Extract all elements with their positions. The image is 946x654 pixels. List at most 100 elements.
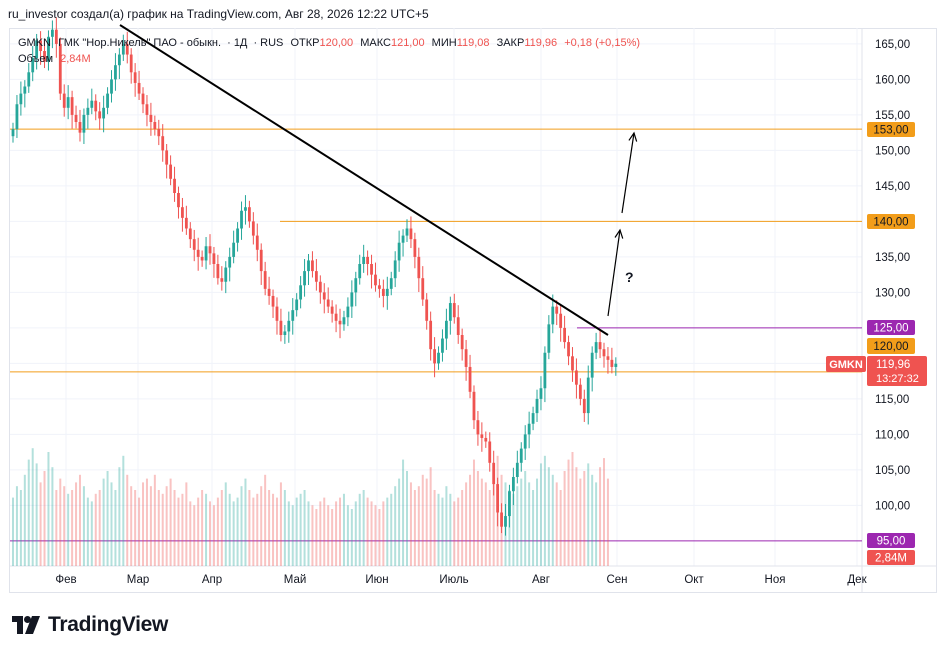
- candle-body: [106, 93, 109, 108]
- volume-bar: [75, 482, 78, 566]
- volume-bar: [145, 478, 148, 566]
- volume-bar: [295, 497, 298, 566]
- volume-bar: [193, 505, 196, 566]
- volume-bar: [240, 486, 243, 566]
- candle-body: [169, 164, 172, 179]
- horizontal-levels: [10, 128, 862, 542]
- candle-body: [606, 356, 610, 360]
- volume-bar: [47, 452, 50, 566]
- volume-bar: [201, 490, 204, 566]
- x-tick-label: Дек: [847, 574, 867, 586]
- candle-body: [114, 65, 117, 80]
- candle-body: [208, 246, 212, 254]
- volume-bar: [441, 497, 444, 566]
- volume-bar: [86, 497, 89, 566]
- x-tick-label: Сен: [606, 574, 627, 586]
- volume-bar: [520, 478, 523, 566]
- volume-bar: [342, 493, 345, 566]
- x-axis: Фев Мар Апр Май Июн Июль Авг Сен Окт Ноя Дек: [55, 574, 867, 586]
- candle-body: [70, 97, 74, 115]
- badge-153-text: 153,00: [873, 125, 908, 137]
- volume-bar: [209, 501, 211, 566]
- candle-body: [173, 178, 176, 193]
- badge-140-text: 140,00: [873, 217, 908, 229]
- volume-bar: [220, 490, 223, 566]
- candle-body: [429, 320, 433, 350]
- volume-bar: [532, 490, 535, 566]
- volume-bar: [547, 467, 550, 566]
- candle-body: [563, 327, 566, 343]
- volume-bar: [563, 471, 566, 566]
- volume-bar: [228, 493, 231, 566]
- candle-body: [236, 228, 239, 243]
- candle-body: [452, 303, 456, 318]
- candle-body: [468, 366, 472, 392]
- legend-interval: · 1Д: [227, 37, 248, 49]
- candle-body: [610, 359, 614, 367]
- candle-body: [484, 437, 488, 442]
- volume-bar: [516, 486, 519, 566]
- volume-bar: [575, 467, 578, 566]
- candle-body: [519, 448, 523, 463]
- question-mark-annotation: ?: [625, 269, 634, 285]
- candle-body: [531, 413, 535, 424]
- volume-bar: [536, 478, 539, 566]
- candle-body: [602, 349, 606, 357]
- x-tick-label: Ноя: [765, 574, 786, 586]
- volume-bar: [23, 474, 26, 566]
- candle-body: [43, 51, 46, 62]
- volume-bar: [315, 509, 318, 566]
- volume-bar: [528, 482, 531, 566]
- candle-body: [354, 278, 358, 293]
- drawings: [119, 24, 638, 336]
- volume-bar: [512, 493, 515, 566]
- volume-bar: [165, 486, 168, 566]
- volume-bar: [216, 497, 219, 566]
- tradingview-brand: TradingView: [48, 613, 169, 636]
- candle-body: [220, 278, 224, 282]
- candle-body: [385, 288, 389, 296]
- volume-bar: [224, 482, 227, 566]
- candle-body: [575, 370, 578, 385]
- last-price-text: 119,96: [876, 359, 910, 371]
- volume-bar: [445, 486, 448, 566]
- volume-bar: [236, 497, 239, 566]
- candle-body: [590, 352, 594, 378]
- candle-body: [31, 58, 35, 73]
- volume-bar: [185, 482, 188, 566]
- candle-body: [374, 274, 377, 286]
- candle-body: [448, 303, 452, 321]
- arrow-2-head: [628, 131, 638, 142]
- tradingview-logo[interactable]: TradingView: [12, 613, 168, 637]
- candle-body: [299, 285, 303, 300]
- candle-body: [117, 54, 121, 66]
- candle-body: [511, 477, 515, 492]
- candle-body: [555, 306, 559, 314]
- candle-body: [251, 221, 255, 236]
- candle-body: [98, 111, 102, 119]
- candle-body: [54, 29, 58, 44]
- candlesticks: [11, 17, 618, 536]
- candle-body: [311, 260, 314, 272]
- legend-high-label: МАКС: [360, 37, 391, 49]
- x-tick-label: Фев: [55, 574, 76, 586]
- countdown-text: 13:27:32: [876, 373, 919, 385]
- candle-body: [267, 288, 271, 296]
- volume-bar: [599, 467, 602, 566]
- candle-body: [578, 384, 582, 399]
- candle-body: [437, 352, 440, 364]
- volume-bar: [402, 459, 405, 566]
- candle-body: [433, 349, 436, 364]
- candle-body: [346, 306, 350, 318]
- volume-bar: [71, 490, 74, 566]
- volume-bar: [465, 482, 468, 566]
- volume-bar: [173, 490, 176, 566]
- arrow-1: [607, 229, 621, 317]
- volume-bar: [406, 471, 408, 566]
- candle-body: [291, 310, 295, 321]
- candle-body: [496, 484, 500, 513]
- candle-body: [39, 40, 42, 51]
- y-tick-label: 100,00: [875, 500, 910, 512]
- candle-body: [409, 228, 413, 240]
